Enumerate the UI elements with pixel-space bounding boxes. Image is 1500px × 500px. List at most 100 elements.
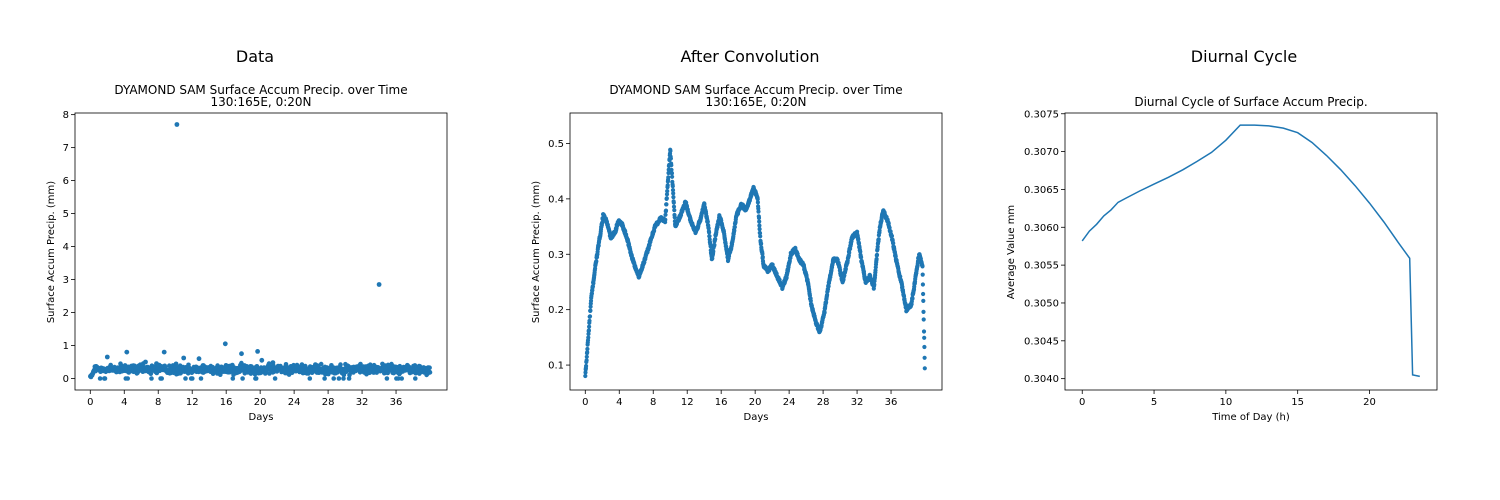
data-point [755, 200, 761, 205]
axes-frame [569, 112, 943, 391]
x-tick-label: 12 [186, 397, 199, 408]
data-point [856, 237, 861, 242]
data-point [757, 227, 762, 232]
data-point [669, 167, 674, 172]
chart-title: DYAMOND SAM Surface Accum Precip. over T… [609, 83, 902, 97]
x-tick-label: 4 [616, 397, 622, 408]
data-point [663, 217, 668, 222]
data-point [230, 376, 236, 381]
panel-data: Data DYAMOND SAM Surface Accum Precip. o… [46, 47, 448, 423]
data-point [671, 191, 676, 196]
data-point [108, 362, 113, 368]
data-point [921, 291, 926, 297]
data-point [663, 208, 669, 213]
data-point [313, 362, 318, 367]
x-tick-label: 20 [749, 397, 762, 408]
plot-area [88, 122, 433, 381]
data-point [891, 241, 896, 246]
y-axis-label: Average Value mm [1006, 205, 1017, 299]
data-point [758, 234, 763, 239]
data-point [583, 370, 588, 375]
data-point [757, 231, 763, 236]
data-point [584, 363, 589, 369]
y-tick-label: 0.5 [548, 139, 564, 150]
y-tick-label: 0.3055 [1024, 261, 1059, 272]
x-tick-label: 10 [1219, 397, 1232, 408]
y-tick-label: 3 [63, 275, 69, 286]
data-point [586, 328, 592, 333]
data-point [873, 268, 878, 273]
data-point [341, 376, 346, 381]
x-tick-label: 28 [322, 397, 335, 408]
data-point [272, 376, 278, 381]
y-axis-label: Surface Accum Precip. (mm) [531, 181, 542, 323]
data-point [671, 204, 677, 209]
data-point [149, 376, 154, 381]
x-tick-label: 28 [817, 397, 830, 408]
data-point [255, 349, 260, 354]
data-point [270, 360, 276, 365]
data-point [336, 376, 342, 381]
data-point [190, 376, 195, 381]
data-point [847, 250, 852, 255]
data-point [668, 156, 674, 161]
data-point [874, 256, 879, 262]
y-tick-label: 0.3050 [1024, 298, 1059, 309]
data-point [732, 225, 737, 230]
y-tick-label: 7 [63, 143, 69, 154]
data-point [921, 298, 926, 303]
data-point [671, 195, 676, 200]
chart-title: DYAMOND SAM Surface Accum Precip. over T… [114, 83, 407, 97]
data-point [670, 174, 675, 179]
data-point [838, 267, 843, 272]
data-point [671, 200, 676, 205]
data-point [875, 244, 880, 249]
y-tick-label: 0.3065 [1024, 185, 1059, 196]
y-axis-label: Surface Accum Precip. (mm) [46, 181, 57, 323]
x-tick-label: 32 [851, 397, 864, 408]
data-point [921, 309, 926, 314]
data-point [760, 251, 765, 256]
data-point [222, 341, 228, 347]
data-point [259, 357, 265, 363]
data-point [665, 183, 670, 188]
x-axis-label: Days [249, 412, 274, 423]
data-point [585, 350, 590, 355]
data-point [706, 226, 711, 231]
data-point [583, 373, 588, 379]
x-tick-label: 16 [220, 397, 233, 408]
series-line [1081, 124, 1420, 378]
data-point [584, 354, 589, 359]
y-tick-label: 1 [63, 341, 69, 352]
data-point [756, 209, 761, 214]
data-point [161, 349, 167, 355]
data-point [587, 324, 592, 329]
data-point [825, 292, 830, 297]
data-point [399, 376, 405, 381]
x-axis-label: Time of Day (h) [1211, 412, 1290, 423]
x-tick-label: 36 [390, 397, 403, 408]
chart-subtitle: 130:165E, 0:20N [706, 95, 807, 109]
data-point [102, 376, 108, 381]
data-point [307, 376, 313, 381]
x-tick-label: 36 [885, 397, 898, 408]
data-point [666, 175, 671, 180]
x-tick-label: 4 [121, 397, 127, 408]
data-point [903, 301, 908, 306]
data-point [427, 365, 432, 371]
data-point [143, 359, 148, 365]
data-point [585, 346, 590, 352]
axes-frame [1064, 112, 1438, 391]
data-point [760, 254, 765, 260]
data-point [669, 171, 675, 176]
data-point [922, 335, 927, 340]
panel-heading: After Convolution [680, 47, 819, 66]
axes-frame [74, 112, 448, 391]
data-point [588, 304, 593, 309]
data-point [756, 206, 761, 211]
x-tick-label: 0 [87, 397, 93, 408]
data-point [124, 349, 130, 355]
x-tick-label: 0 [1079, 397, 1085, 408]
data-point [808, 298, 813, 303]
